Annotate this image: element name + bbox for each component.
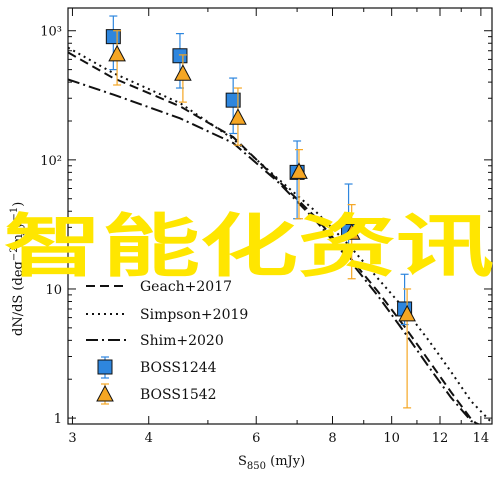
x-axis-label-main: S (238, 454, 247, 469)
x-axis-label: S850 (mJy) (238, 454, 305, 472)
curve-geach-2017 (68, 51, 479, 424)
legend-label-simpson: Simpson+2019 (140, 307, 248, 323)
x-tick-label: 14 (473, 431, 490, 446)
square-marker (105, 29, 121, 45)
legend-swatch-boss1244 (97, 356, 113, 379)
y-tick-label: 10³ (40, 25, 62, 40)
boss1542-point (290, 149, 308, 220)
x-tick-label: 3 (68, 431, 76, 446)
y-axis-label-mid: mJy (11, 221, 26, 247)
x-tick-label: 8 (328, 431, 336, 446)
triangle-marker (290, 162, 308, 179)
x-tick-label: 12 (432, 431, 449, 446)
boss1244-point (105, 15, 121, 71)
boss1542-point (229, 87, 247, 146)
x-axis-label-unit: (mJy) (266, 454, 305, 469)
model-curves (68, 46, 491, 424)
legend-label-boss1542: BOSS1542 (140, 387, 217, 403)
legend: Geach+2017 Simpson+2019 Shim+2020 BOSS12… (86, 279, 248, 405)
triangle-marker (398, 304, 416, 322)
axis-ticks (68, 8, 492, 424)
x-tick-label: 10 (383, 431, 400, 446)
legend-label-boss1244: BOSS1244 (140, 360, 217, 376)
y-axis-label-main: dN/dS (deg (11, 261, 26, 336)
x-tick-label: 4 (145, 431, 153, 446)
y-tick-label: 1 (54, 412, 62, 427)
watermark-overlay-text: 智能化资讯 (4, 208, 494, 287)
curve-shim-2020 (68, 78, 481, 424)
x-tick-label: 6 (252, 431, 260, 446)
y-tick-label: 10 (45, 283, 62, 298)
y-axis-label-sup2: −1 (9, 207, 20, 222)
boss1542-point (398, 288, 416, 409)
x-axis-label-subscript: 850 (247, 461, 266, 472)
y-axis-label: dN/dS (deg−2mJy−1) (9, 202, 26, 336)
boss1542-point (342, 204, 361, 280)
legend-swatch-boss1542 (96, 383, 114, 405)
boss1542-point (174, 54, 192, 103)
plot-frame (67, 7, 493, 425)
legend-label-geach: Geach+2017 (140, 279, 232, 295)
y-axis-label-end: ) (11, 202, 26, 207)
data-points (105, 15, 416, 409)
y-axis-label-sup1: −2 (9, 246, 20, 261)
axis-tick-labels: 3 4 6 8 10 12 14 1 10 10² 10³ (40, 25, 489, 446)
square-marker (172, 48, 188, 64)
triangle-marker (229, 108, 247, 125)
legend-label-shim: Shim+2020 (140, 333, 224, 349)
triangle-marker (108, 44, 126, 62)
square-marker (225, 92, 241, 108)
triangle-marker (342, 223, 361, 240)
boss1542-point (108, 30, 126, 86)
y-tick-label: 10² (40, 154, 62, 169)
triangle-marker (174, 64, 192, 81)
